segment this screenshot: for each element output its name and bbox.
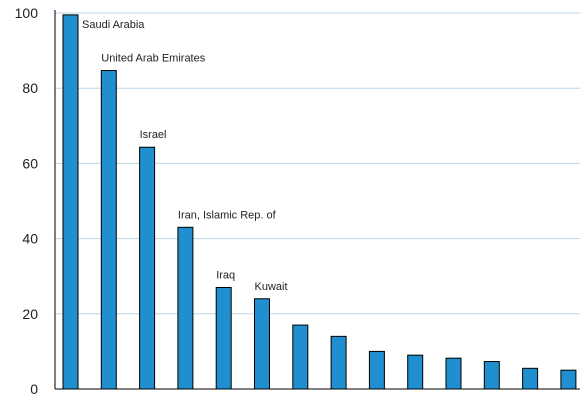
bar <box>62 14 79 390</box>
bar-category-label: Israel <box>140 129 167 141</box>
bar-category-label: United Arab Emirates <box>101 53 205 65</box>
bar <box>139 146 156 390</box>
bar-category-label: Iraq <box>216 269 235 281</box>
y-tick-label: 0 <box>30 381 38 396</box>
bar <box>368 350 385 390</box>
bar <box>560 369 577 390</box>
bar <box>215 286 232 390</box>
y-tick-label: 80 <box>22 80 38 96</box>
bar <box>100 70 117 390</box>
y-tick-label: 100 <box>15 5 39 21</box>
bar <box>292 324 309 390</box>
bar <box>254 298 270 390</box>
bar <box>177 226 194 390</box>
bar-category-label: Iran, Islamic Rep. of <box>178 209 277 221</box>
bar <box>483 361 500 390</box>
bar <box>522 367 539 390</box>
y-tick-label: 40 <box>22 231 38 247</box>
y-tick-label: 60 <box>22 155 38 171</box>
bar-category-label: Saudi Arabia <box>82 19 145 31</box>
bar <box>407 354 424 390</box>
bar <box>445 357 462 390</box>
y-tick-label: 20 <box>22 306 38 322</box>
bar-category-label: Kuwait <box>255 281 288 293</box>
bar <box>330 335 347 390</box>
